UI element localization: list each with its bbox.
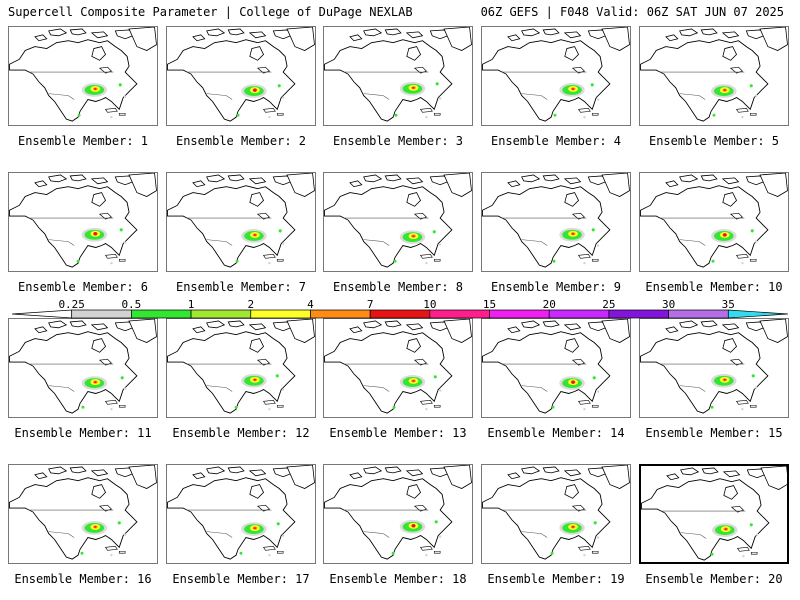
colorbar-swatch (727, 309, 788, 319)
colorbar-tick-label: 4 (307, 298, 314, 311)
colorbar-tick-label: 0.5 (121, 298, 141, 311)
north-america-map (482, 319, 630, 414)
north-america-map (482, 465, 630, 560)
colorbar-tick-label: 10 (423, 298, 436, 311)
ensemble-member-label: Ensemble Member: 1 (17, 134, 149, 148)
ensemble-member-map[interactable] (639, 172, 789, 272)
ensemble-member-map[interactable] (166, 26, 316, 126)
colorbar-tick-label: 0.25 (58, 298, 85, 311)
colorbar-swatch (429, 309, 490, 319)
ensemble-member-label: Ensemble Member: 20 (645, 572, 783, 586)
ensemble-member-label: Ensemble Member: 9 (490, 280, 622, 294)
north-america-map (640, 319, 788, 414)
colorbar-swatch (668, 309, 729, 319)
north-america-map (324, 465, 472, 560)
ensemble-member-label: Ensemble Member: 15 (645, 426, 783, 440)
ensemble-member-map[interactable] (8, 26, 158, 126)
north-america-map (324, 27, 472, 122)
ensemble-member-map[interactable] (481, 318, 631, 418)
ensemble-member-label: Ensemble Member: 16 (14, 572, 152, 586)
north-america-map (167, 27, 315, 122)
ensemble-member-map[interactable] (323, 464, 473, 564)
ensemble-member-map[interactable] (166, 172, 316, 272)
north-america-map (9, 465, 157, 560)
north-america-map (9, 173, 157, 268)
north-america-map (9, 319, 157, 414)
colorbar-tick-label: 30 (662, 298, 675, 311)
ensemble-member-map[interactable] (166, 318, 316, 418)
colorbar-tick-label: 15 (483, 298, 496, 311)
ensemble-member-map[interactable] (639, 464, 789, 564)
ensemble-member-label: Ensemble Member: 19 (487, 572, 625, 586)
colorbar-tick-label: 7 (367, 298, 374, 311)
colorbar-swatch (489, 309, 550, 319)
colorbar-swatch (12, 309, 73, 319)
ensemble-member-map[interactable] (323, 172, 473, 272)
colorbar-tick-label: 2 (247, 298, 254, 311)
ensemble-member-label: Ensemble Member: 3 (332, 134, 464, 148)
colorbar-swatch (71, 309, 132, 319)
ensemble-member-label: Ensemble Member: 6 (17, 280, 149, 294)
north-america-map (640, 27, 788, 122)
ensemble-member-map[interactable] (8, 172, 158, 272)
colorbar-swatch (190, 309, 252, 319)
ensemble-member-map[interactable] (8, 464, 158, 564)
north-america-map (324, 319, 472, 414)
colorbar-tick-label: 25 (602, 298, 615, 311)
ensemble-member-label: Ensemble Member: 10 (645, 280, 783, 294)
ensemble-member-label: Ensemble Member: 12 (172, 426, 310, 440)
colorbar-tick-label: 1 (188, 298, 195, 311)
product-title: Supercell Composite Parameter | College … (8, 5, 413, 19)
colorbar-tick-label: 20 (543, 298, 556, 311)
colorbar-tick-label: 35 (722, 298, 735, 311)
ensemble-member-label: Ensemble Member: 17 (172, 572, 310, 586)
north-america-map (9, 27, 157, 122)
north-america-map (167, 173, 315, 268)
colorbar-swatch (310, 309, 371, 319)
colorbar-swatch (608, 309, 669, 319)
north-america-map (324, 173, 472, 268)
colorbar-swatch (131, 309, 192, 319)
north-america-map (482, 173, 630, 268)
ensemble-member-label: Ensemble Member: 7 (175, 280, 307, 294)
ensemble-member-map[interactable] (323, 318, 473, 418)
north-america-map (482, 27, 630, 122)
ensemble-member-label: Ensemble Member: 2 (175, 134, 307, 148)
model-run-valid-time: 06Z GEFS | F048 Valid: 06Z SAT JUN 07 20… (480, 5, 784, 19)
ensemble-member-map[interactable] (639, 318, 789, 418)
ensemble-member-label: Ensemble Member: 5 (648, 134, 780, 148)
north-america-map (167, 319, 315, 414)
ensemble-member-label: Ensemble Member: 11 (14, 426, 152, 440)
colorbar-swatch (250, 309, 311, 319)
colorbar-legend: 0.25 0.5 1 2 4 7 10 15 20 25 30 35 (12, 298, 788, 322)
ensemble-member-map[interactable] (481, 172, 631, 272)
ensemble-member-map[interactable] (481, 464, 631, 564)
north-america-map (640, 173, 788, 268)
ensemble-member-label: Ensemble Member: 14 (487, 426, 625, 440)
colorbar-swatch (369, 309, 431, 319)
north-america-map (641, 466, 787, 561)
ensemble-member-map[interactable] (323, 26, 473, 126)
ensemble-member-map[interactable] (481, 26, 631, 126)
colorbar-swatch (548, 309, 610, 319)
ensemble-member-map[interactable] (8, 318, 158, 418)
ensemble-member-label: Ensemble Member: 18 (329, 572, 467, 586)
ensemble-member-label: Ensemble Member: 4 (490, 134, 622, 148)
ensemble-member-label: Ensemble Member: 13 (329, 426, 467, 440)
ensemble-member-map[interactable] (639, 26, 789, 126)
north-america-map (167, 465, 315, 560)
ensemble-member-label: Ensemble Member: 8 (332, 280, 464, 294)
ensemble-member-map[interactable] (166, 464, 316, 564)
